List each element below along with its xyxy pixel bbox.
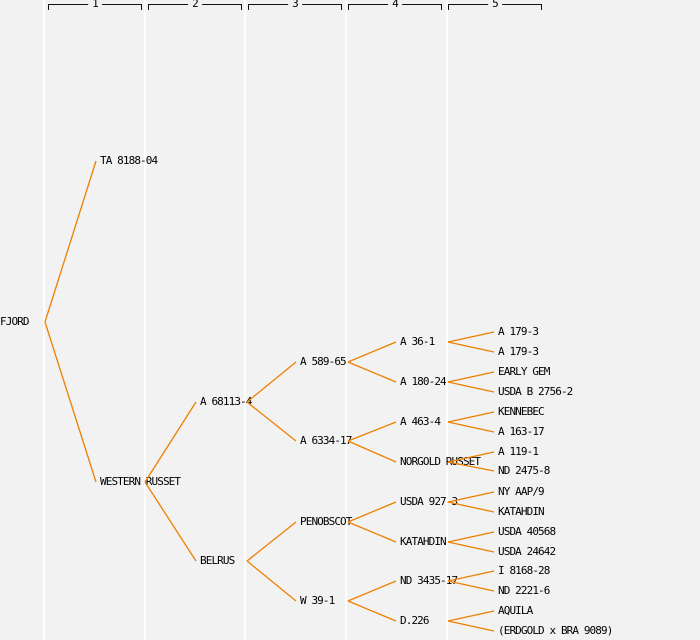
variety-label[interactable]: ND 2475-8 [498,464,550,477]
variety-label[interactable]: NY AAP/9 [498,485,545,498]
variety-label[interactable]: W 39-1 [300,594,335,607]
variety-label[interactable]: KENNEBEC [498,405,545,418]
variety-label[interactable]: BELRUS [200,554,235,567]
variety-label[interactable]: PENOBSCOT [300,515,352,528]
variety-label[interactable]: A 163-17 [498,425,545,438]
variety-label[interactable]: A 179-3 [498,345,539,358]
variety-label[interactable]: USDA 927-3 [400,495,458,508]
variety-label[interactable]: A 6334-17 [300,434,352,447]
variety-label[interactable]: A 180-24 [400,375,447,388]
variety-label[interactable]: USDA 24642 [498,545,556,558]
variety-label[interactable]: A 119-1 [498,445,539,458]
variety-label[interactable]: KATAHDIN [400,535,447,548]
variety-label[interactable]: EARLY GEM [498,365,550,378]
variety-label[interactable]: A 68113-4 [200,395,252,408]
variety-label[interactable]: USDA 40568 [498,525,556,538]
variety-label[interactable]: D.226 [400,614,430,627]
variety-label[interactable]: KATAHDIN [498,505,545,518]
variety-label[interactable]: NORGOLD RUSSET [400,455,481,468]
variety-label[interactable]: A 463-4 [400,415,441,428]
variety-label[interactable]: USDA B 2756-2 [498,385,573,398]
variety-label[interactable]: I 8168-28 [498,564,550,577]
variety-label[interactable]: WESTERN RUSSET [100,475,181,488]
variety-label[interactable]: FJORD [0,315,30,328]
variety-label[interactable]: ND 3435-17 [400,574,458,587]
variety-label[interactable]: A 36-1 [400,335,435,348]
variety-label[interactable]: A 589-65 [300,355,347,368]
variety-label[interactable]: A 179-3 [498,325,539,338]
variety-label[interactable]: AQUILA [498,604,533,617]
variety-label[interactable]: TA 8188-04 [100,154,158,167]
variety-label[interactable]: ND 2221-6 [498,584,550,597]
variety-label[interactable]: (ERDGOLD x BRA 9089) [498,624,613,637]
